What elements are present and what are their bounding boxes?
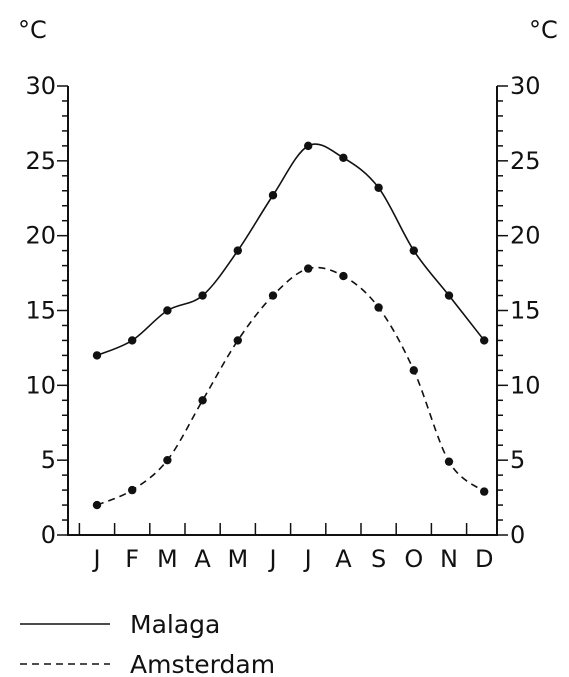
x-tick-label: M [227, 545, 248, 573]
left-y-tick-label: 30 [25, 72, 56, 100]
data-point-malaga [374, 183, 383, 192]
right-y-tick-labels: 0 5 10 15 20 25 30 [510, 72, 541, 549]
series-layer [92, 141, 489, 510]
legend: Malaga Amsterdam [20, 610, 275, 677]
left-y-tick-label: 25 [25, 147, 56, 175]
data-point-amsterdam [198, 396, 207, 405]
data-point-amsterdam [480, 487, 489, 496]
data-point-amsterdam [409, 366, 418, 375]
data-point-malaga [409, 246, 418, 255]
right-y-tick-label: 30 [510, 72, 541, 100]
right-y-tick-label: 20 [510, 222, 541, 250]
x-tick-label: A [335, 545, 352, 573]
data-point-amsterdam [233, 336, 242, 345]
data-point-amsterdam [268, 291, 278, 300]
right-y-tick-label: 10 [510, 371, 541, 399]
data-point-amsterdam [163, 455, 172, 465]
x-tick-label: J [267, 545, 276, 573]
legend-label-malaga: Malaga [130, 610, 220, 639]
right-y-tick-label: 25 [510, 147, 541, 175]
x-tick-label: J [303, 545, 312, 573]
left-y-tick-label: 5 [41, 446, 56, 474]
data-point-malaga [444, 291, 454, 300]
x-tick-label: A [194, 545, 211, 573]
x-tick-label: N [440, 545, 458, 573]
data-point-amsterdam [92, 500, 102, 510]
left-y-tick-label: 15 [25, 297, 56, 325]
x-tick-label: O [404, 545, 423, 573]
axes [57, 85, 508, 536]
data-point-malaga [198, 291, 207, 300]
data-point-malaga [128, 336, 137, 345]
right-y-tick-label: 5 [510, 446, 525, 474]
legend-label-amsterdam: Amsterdam [130, 650, 275, 677]
left-unit-label: °C [18, 16, 47, 44]
data-point-malaga [339, 153, 348, 163]
data-point-malaga [233, 246, 242, 255]
series-line-malaga [96, 143, 485, 357]
left-y-tick-label: 0 [41, 521, 56, 549]
right-unit-label: °C [529, 16, 558, 44]
x-tick-label: F [125, 545, 139, 573]
x-tick-label: M [157, 545, 178, 573]
data-point-amsterdam [128, 485, 137, 495]
x-tick-label: J [91, 545, 100, 573]
data-point-malaga [304, 141, 313, 151]
data-point-amsterdam [374, 303, 383, 312]
data-point-amsterdam [339, 271, 348, 281]
data-point-amsterdam [304, 264, 313, 273]
data-point-malaga [480, 336, 489, 345]
left-y-tick-label: 10 [25, 371, 56, 399]
right-y-tick-label: 15 [510, 297, 541, 325]
data-point-malaga [268, 191, 278, 200]
right-y-tick-label: 0 [510, 521, 525, 549]
left-y-tick-labels: 0 5 10 15 20 25 30 [25, 72, 56, 549]
series-line-amsterdam [96, 266, 485, 506]
data-point-amsterdam [444, 457, 454, 466]
data-point-malaga [163, 306, 172, 315]
left-y-tick-label: 20 [25, 222, 56, 250]
x-tick-label: D [475, 545, 493, 573]
data-point-malaga [92, 351, 102, 360]
x-tick-label: S [371, 545, 386, 573]
axis-frame [67, 86, 498, 536]
